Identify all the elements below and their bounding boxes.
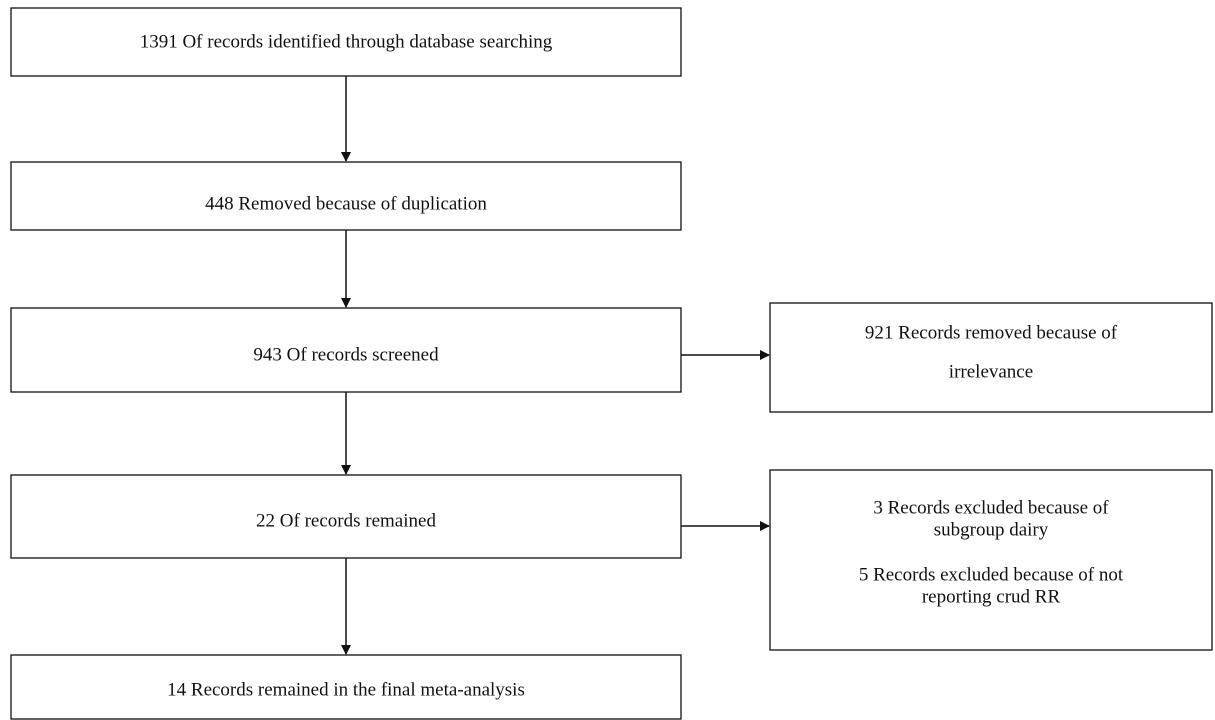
node-label: reporting crud RR — [922, 586, 1061, 607]
box — [10, 474, 682, 559]
node-label: 14 Records remained in the final meta-an… — [167, 679, 525, 700]
side-box — [769, 302, 1213, 413]
node-label: 448 Removed because of duplication — [205, 193, 487, 214]
box — [10, 161, 682, 231]
node-label: 1391 Of records identified through datab… — [140, 31, 553, 52]
side-box — [769, 469, 1213, 651]
node-label: 3 Records excluded because of — [873, 497, 1109, 518]
node-label: 943 Of records screened — [253, 344, 439, 365]
node-label: 921 Records removed because of — [865, 322, 1118, 343]
box — [10, 654, 682, 720]
node-label: irrelevance — [949, 361, 1033, 382]
node-label: 5 Records excluded because of not — [859, 564, 1124, 585]
box — [10, 7, 682, 77]
node-label: 22 Of records remained — [256, 510, 436, 531]
box — [10, 307, 682, 393]
node-label: subgroup dairy — [934, 519, 1049, 540]
